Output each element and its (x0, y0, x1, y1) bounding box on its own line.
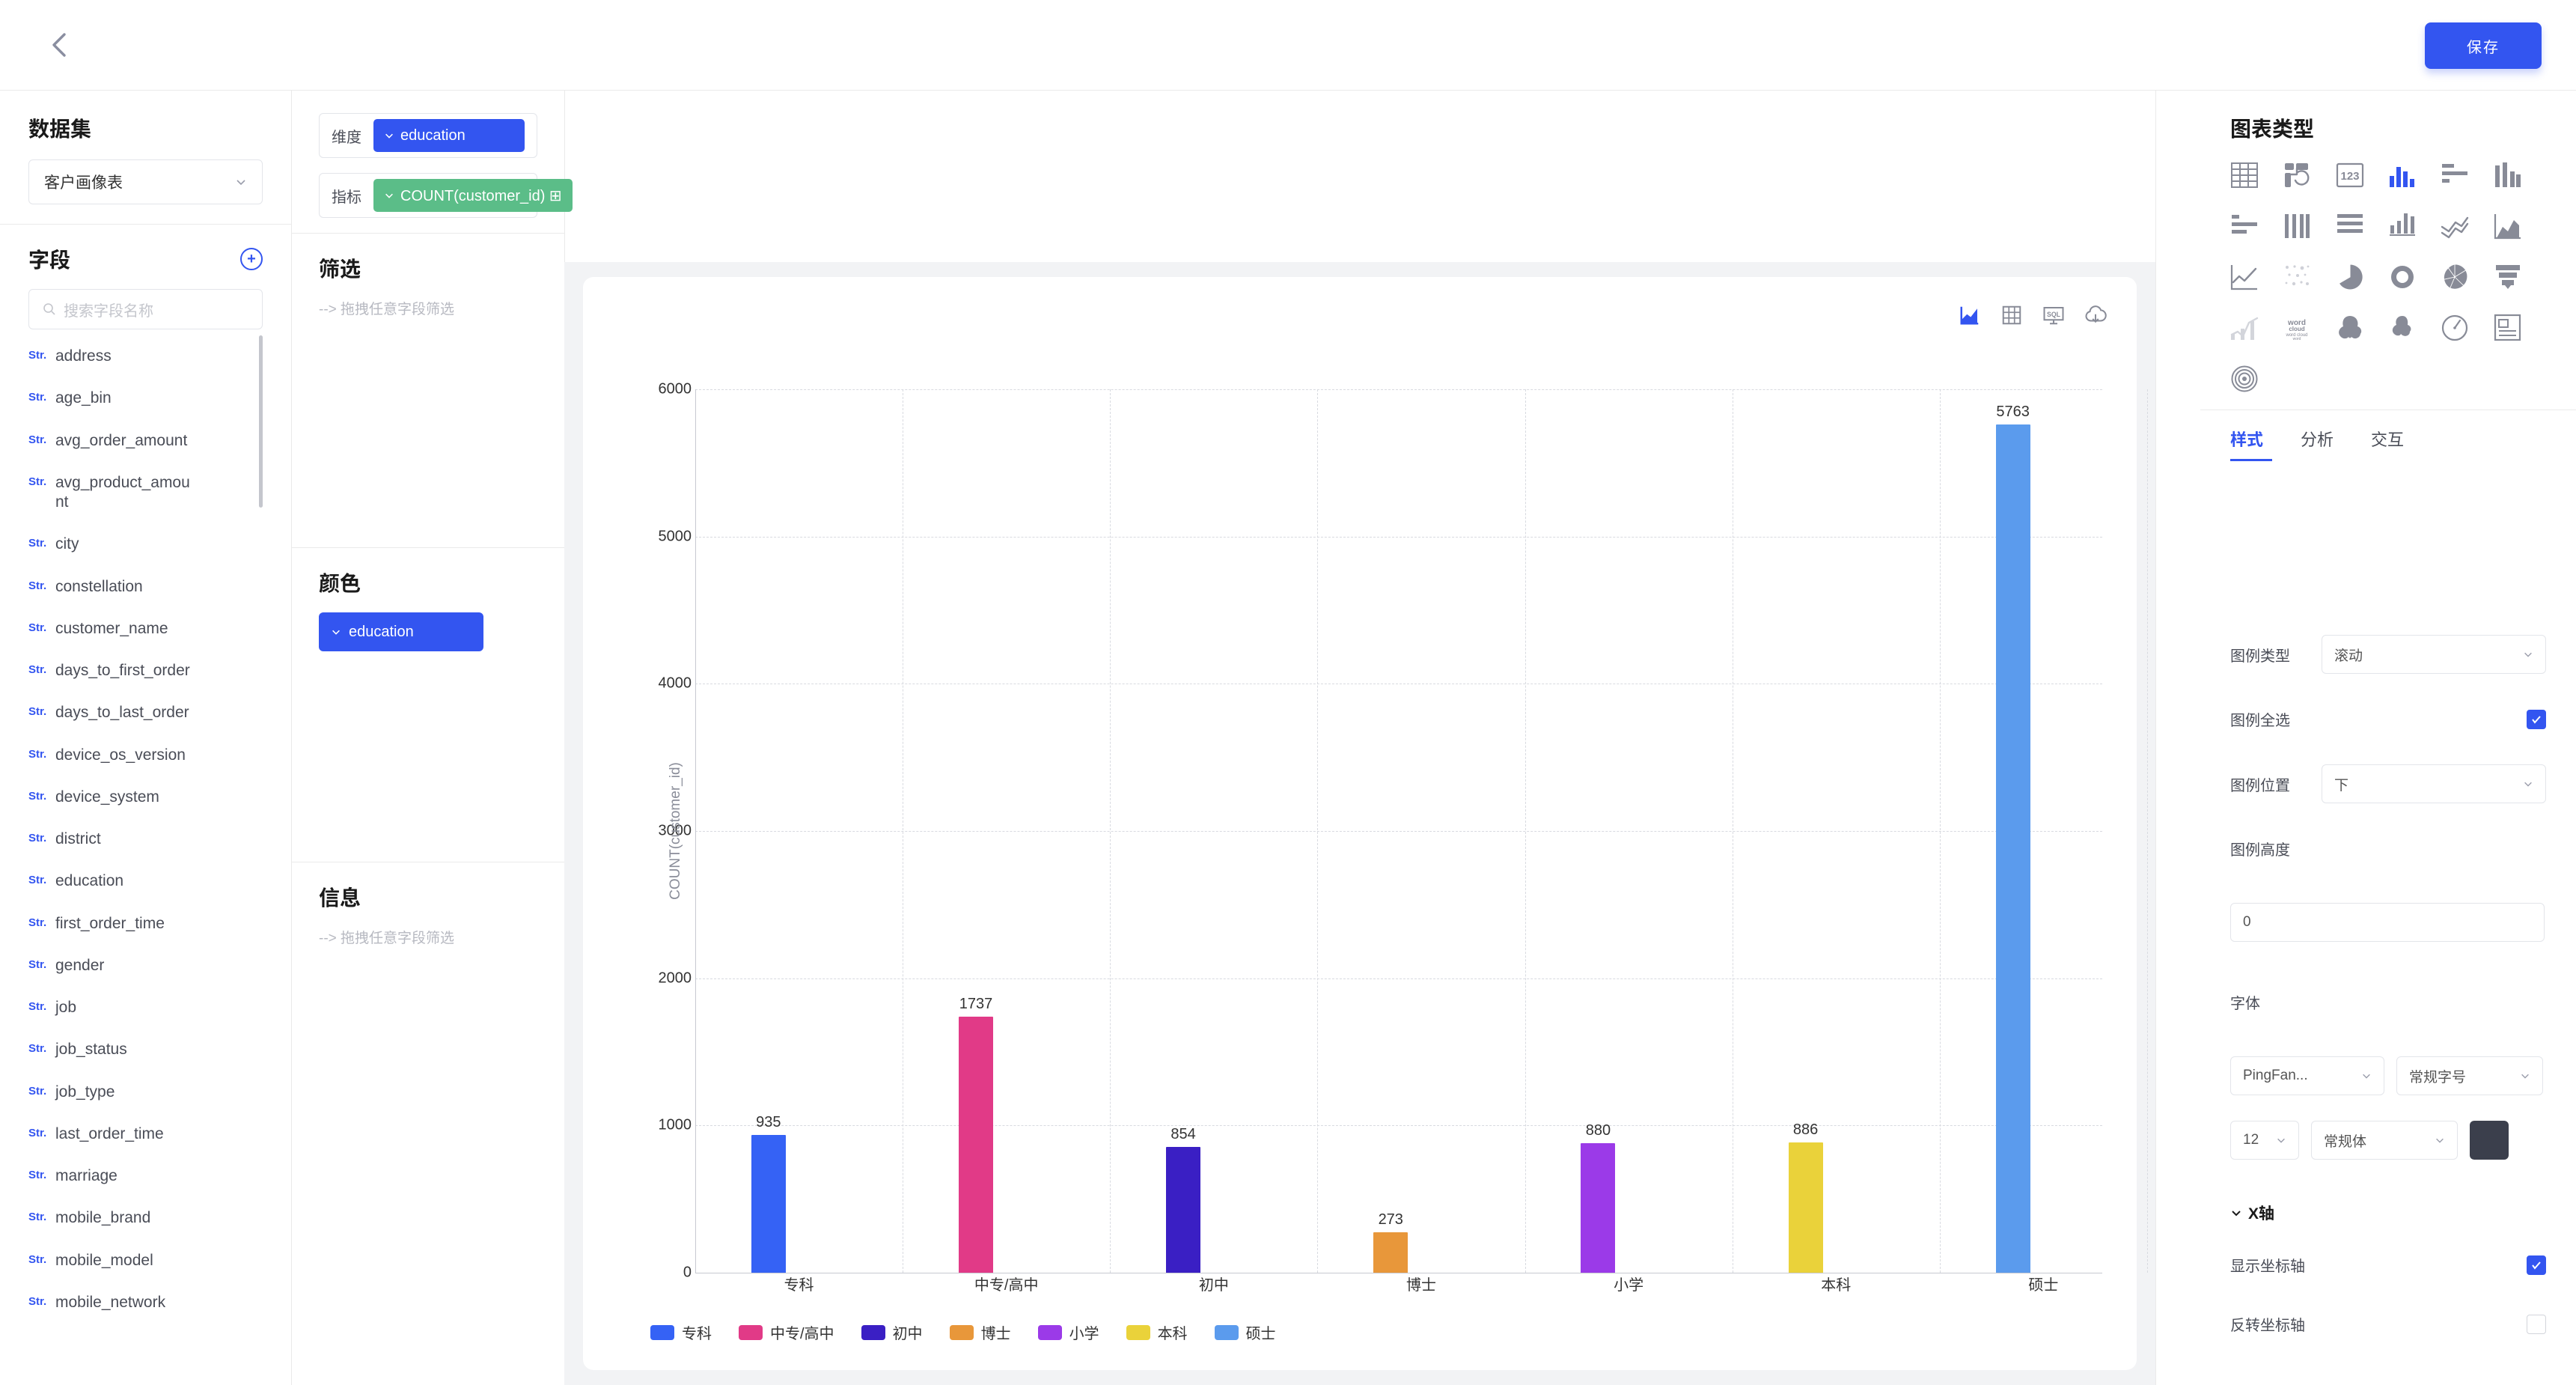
svg-text:123: 123 (2340, 170, 2359, 183)
svg-text:cloud: cloud (2289, 326, 2305, 332)
svg-text:word: word (2293, 337, 2301, 341)
svg-text:SQL: SQL (2047, 311, 2061, 318)
